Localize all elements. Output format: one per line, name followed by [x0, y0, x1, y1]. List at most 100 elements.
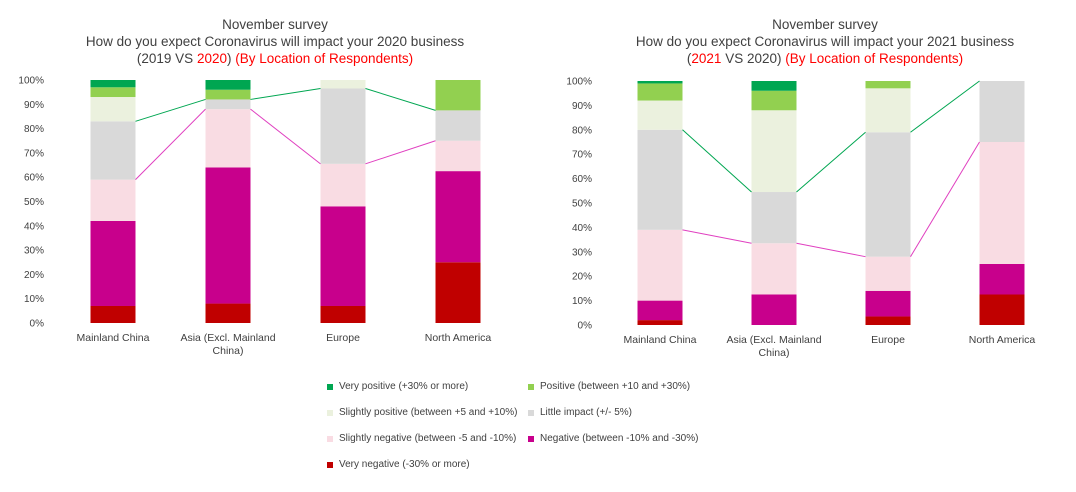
legend-item-positive: Positive (between +10 and +30%)	[528, 381, 690, 392]
right-chart-subtitle-line2: (2021 VS 2020) (By Location of Responden…	[590, 50, 1060, 67]
right-chart: 0% 10% 20% 30% 40% 50% 60% 70% 80% 90% 100% Mainlan…	[566, 77, 1035, 360]
right-x-tick-label: Asia (Excl. Mainland China)	[726, 334, 821, 359]
left-bar-slightly-negative	[320, 163, 366, 207]
right-bar-very-negative	[637, 320, 683, 325]
legend-swatch	[327, 409, 333, 416]
legend-swatch	[528, 409, 534, 416]
left-y-tick-label: 40%	[24, 221, 44, 232]
right-y-tick-label: 60%	[572, 174, 592, 185]
right-bar-very-negative	[979, 294, 1025, 325]
right-chart-title: November survey	[772, 17, 878, 32]
right-bar-very-negative	[865, 316, 911, 325]
legend-label: Slightly negative (between -5 and -10%)	[339, 433, 517, 444]
right-positive-trend-line	[682, 80, 980, 193]
right-bar-positive	[637, 83, 683, 101]
left-y-tick-label: 0%	[30, 319, 45, 330]
right-subtitle2-mid: VS 2020)	[721, 51, 786, 66]
right-y-tick-label: 0%	[578, 321, 593, 332]
left-bar-positive	[435, 80, 481, 111]
left-y-tick-label: 70%	[24, 148, 44, 159]
legend-swatch	[528, 435, 534, 442]
right-bar-negative	[637, 300, 683, 321]
left-bar-very-negative	[90, 305, 136, 323]
left-x-tick-label: Asia (Excl. Mainland China)	[180, 332, 275, 357]
left-bar-negative	[320, 206, 366, 306]
right-y-tick-label: 50%	[572, 199, 592, 210]
right-chart-subtitle: How do you expect Coronavirus will impac…	[635, 34, 1015, 49]
left-chart: 0% 10% 20% 30% 40% 50% 60% 70% 80% 90% 100% Mainlan…	[18, 76, 491, 358]
right-bar-little-impact	[637, 129, 683, 230]
left-y-tick-label: 20%	[24, 270, 44, 281]
left-bar-very-negative	[435, 262, 481, 323]
right-y-tick-label: 70%	[572, 150, 592, 161]
left-bar-negative	[435, 171, 481, 263]
right-bar-slightly-positive	[751, 110, 797, 193]
left-bar-little-impact	[205, 99, 251, 110]
legend-label: Little impact (+/- 5%)	[540, 407, 632, 418]
left-positive-trend-line	[135, 88, 436, 122]
right-bar-negative	[865, 290, 911, 317]
right-bar-negative	[979, 264, 1025, 295]
left-y-tick-label: 10%	[24, 294, 44, 305]
right-x-tick-label: North America	[969, 334, 1036, 346]
right-x-tick-label: Europe	[871, 334, 905, 346]
left-bar-very-negative	[320, 305, 366, 323]
left-y-tick-label: 90%	[24, 100, 44, 111]
right-y-tick-label: 40%	[572, 223, 592, 234]
left-y-tick-label: 80%	[24, 124, 44, 135]
right-bar-slightly-negative	[979, 142, 1025, 264]
legend-swatch	[327, 383, 333, 390]
left-bar-negative	[205, 167, 251, 304]
right-negative-trend-line	[682, 141, 980, 258]
right-y-tick-label: 30%	[572, 247, 592, 258]
left-y-tick-label: 60%	[24, 173, 44, 184]
right-bar-slightly-negative	[637, 229, 683, 301]
right-bar-negative	[751, 294, 797, 325]
left-chart-title-block: November survey How do you expect Corona…	[40, 16, 510, 67]
right-y-tick-label: 100%	[566, 77, 592, 88]
left-bar-very-positive	[90, 80, 136, 88]
left-x-tick-label: Europe	[326, 332, 360, 344]
left-bar-little-impact	[435, 110, 481, 141]
right-y-tick-label: 10%	[572, 296, 592, 307]
right-y-tick-label: 90%	[572, 101, 592, 112]
left-bar-very-negative	[205, 303, 251, 323]
right-y-tick-label: 80%	[572, 125, 592, 136]
legend-item-very-positive: Very positive (+30% or more)	[327, 381, 468, 392]
left-x-tick-label: North America	[425, 332, 492, 344]
right-bar-little-impact	[751, 192, 797, 244]
legend-swatch	[327, 461, 333, 468]
left-subtitle2-year: 2020	[196, 51, 227, 66]
legend-label: Positive (between +10 and +30%)	[540, 381, 691, 392]
legend-item-little-impact: Little impact (+/- 5%)	[528, 407, 632, 418]
left-bar-slightly-negative	[90, 179, 136, 221]
right-bar-slightly-positive	[637, 100, 683, 130]
left-subtitle2-mid: )	[226, 51, 236, 66]
left-bar-slightly-negative	[435, 140, 481, 172]
right-bar-positive	[865, 81, 911, 89]
legend-label: Slightly positive (between +5 and +10%)	[339, 407, 518, 418]
legend-label: Negative (between -10% and -30%)	[540, 433, 699, 444]
legend-item-slightly-positive: Slightly positive (between +5 and +10%)	[327, 407, 517, 418]
left-bar-little-impact	[320, 88, 366, 164]
legend-item-slightly-negative: Slightly negative (between -5 and -10%)	[327, 433, 516, 444]
right-bar-positive	[751, 90, 797, 111]
legend-swatch	[327, 435, 333, 442]
left-bar-slightly-negative	[205, 109, 251, 168]
legend-item-negative: Negative (between -10% and -30%)	[528, 433, 698, 444]
left-bar-positive	[90, 87, 136, 98]
left-bar-negative	[90, 220, 136, 306]
right-bar-little-impact	[865, 132, 911, 257]
left-chart-subtitle-line2: (2019 VS 2020) (By Location of Responden…	[40, 50, 510, 67]
right-subtitle2-red: (By Location of Respondents)	[785, 51, 964, 66]
left-negative-trend-line	[135, 108, 436, 180]
right-chart-title-block: November survey How do you expect Corona…	[590, 16, 1060, 67]
left-subtitle2-prefix: (2019 VS	[136, 51, 197, 66]
left-bar-positive	[205, 89, 251, 100]
right-bar-slightly-negative	[751, 243, 797, 295]
right-x-tick-label: Mainland China	[624, 334, 697, 346]
left-y-tick-label: 50%	[24, 197, 44, 208]
legend-swatch	[528, 383, 534, 390]
legend-label: Very positive (+30% or more)	[339, 381, 469, 392]
